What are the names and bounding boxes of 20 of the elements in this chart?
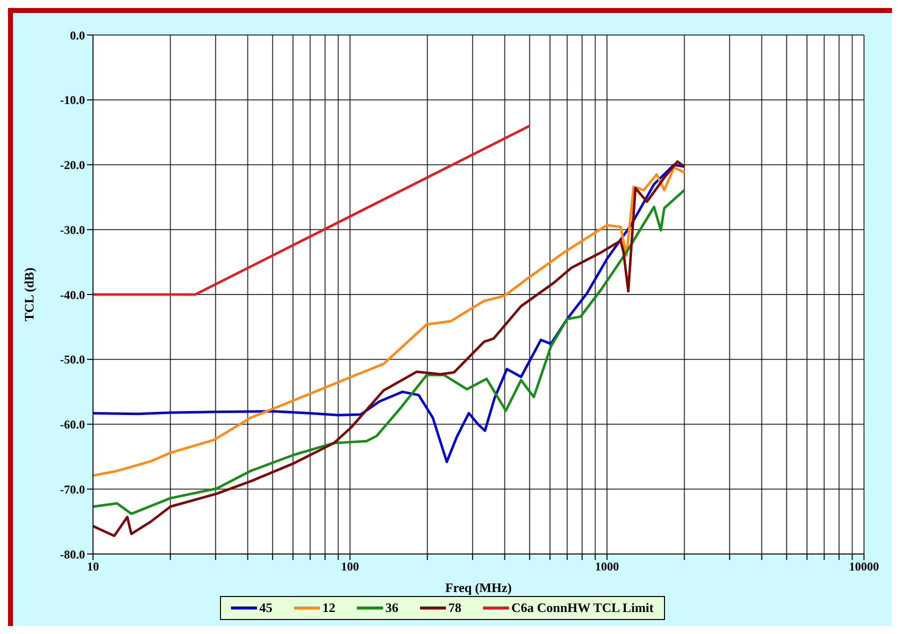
x-tick-label: 1000 <box>595 560 619 574</box>
legend-label: C6a ConnHW TCL Limit <box>511 600 654 616</box>
y-tick-label: -60.0 <box>60 418 85 432</box>
y-tick-label: -70.0 <box>60 482 85 496</box>
legend-label: 12 <box>322 600 336 616</box>
y-axis-title: TCL (dB) <box>22 268 37 322</box>
y-tick-label: 0.0 <box>70 28 85 42</box>
y-tick-label: -80.0 <box>60 547 85 562</box>
x-axis-title: Freq (MHz) <box>445 580 512 595</box>
x-tick-label: 10000 <box>849 560 879 574</box>
y-tick-label: -40.0 <box>60 288 85 302</box>
legend-label: 45 <box>259 600 272 616</box>
legend-label: 36 <box>385 600 398 616</box>
legend-label: 78 <box>448 600 462 616</box>
y-tick-label: -30.0 <box>60 222 85 237</box>
y-tick-label: -10.0 <box>60 93 85 108</box>
x-tick-label: 100 <box>341 560 359 574</box>
x-tick-label: 10 <box>87 560 99 574</box>
y-tick-label: -20.0 <box>60 158 85 172</box>
y-tick-label: -50.0 <box>60 352 85 367</box>
